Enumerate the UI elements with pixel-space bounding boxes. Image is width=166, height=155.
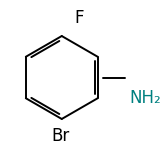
Text: NH₂: NH₂ (129, 89, 161, 107)
Text: F: F (75, 9, 84, 27)
Text: Br: Br (52, 127, 70, 145)
